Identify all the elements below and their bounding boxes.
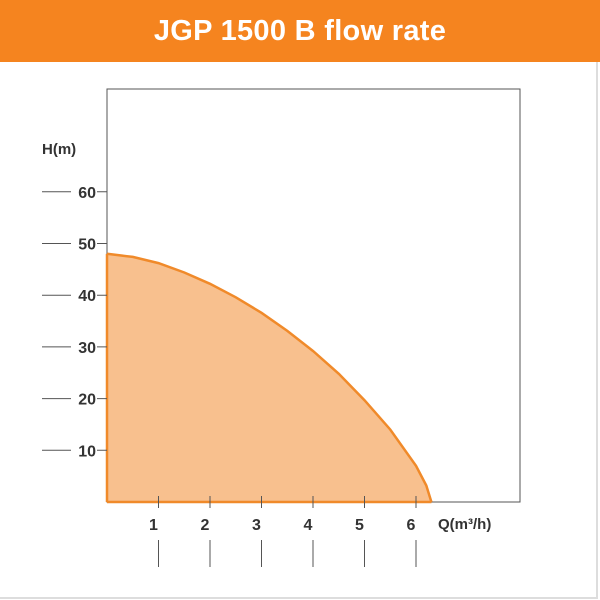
y-tick-label-bg — [71, 441, 97, 460]
y-tick-label: 40 — [78, 288, 96, 305]
chart-frame — [0, 62, 598, 599]
y-tick-label: 60 — [78, 185, 96, 202]
y-axis-label: H(m) — [42, 141, 76, 158]
chart-title-bar: JGP 1500 B flow rate — [0, 0, 600, 62]
x-tick-label: 1 — [149, 517, 158, 534]
y-axis-ticks: 10 20 30 40 50 60 — [42, 182, 107, 460]
x-tick-label: 6 — [407, 517, 416, 534]
x-tick-label: 5 — [355, 517, 364, 534]
x-tick-label: 3 — [252, 517, 261, 534]
y-tick-label-bg — [71, 182, 97, 201]
y-tick-label: 30 — [78, 340, 96, 357]
x-tick-label: 4 — [304, 517, 313, 534]
y-tick-label-bg — [71, 337, 97, 356]
x-tick-label: 2 — [201, 517, 210, 534]
y-tick-label-bg — [71, 389, 97, 408]
x-axis-ticks: 1 2 3 4 5 6 — [149, 496, 417, 567]
chart-title: JGP 1500 B flow rate — [153, 14, 447, 47]
y-tick-label: 50 — [78, 237, 96, 254]
x-axis-label: Q(m³/h) — [438, 516, 491, 533]
y-tick-label: 20 — [78, 392, 96, 409]
flow-curve-area — [107, 253, 432, 502]
y-tick-label-bg — [71, 234, 97, 253]
y-tick-label: 10 — [78, 443, 96, 460]
flow-curve-line — [106, 252, 433, 503]
y-tick-label-bg — [71, 286, 97, 305]
